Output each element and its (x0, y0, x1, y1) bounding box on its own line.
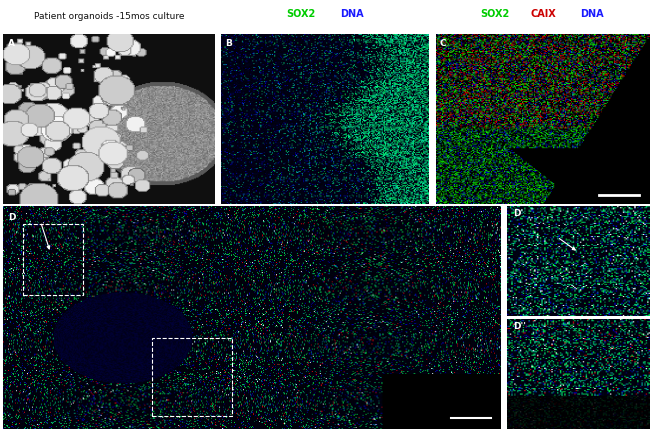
Text: D: D (8, 213, 16, 222)
Text: B: B (225, 39, 232, 48)
Text: A: A (8, 39, 14, 48)
Text: Patient organoids -15mos culture: Patient organoids -15mos culture (34, 12, 184, 21)
Bar (152, 338, 232, 416)
Text: C: C (440, 39, 447, 48)
Text: /: / (509, 9, 519, 19)
Text: DNA: DNA (580, 9, 604, 19)
Bar (23, 224, 83, 295)
Text: /: / (317, 9, 328, 19)
Text: SOX2: SOX2 (480, 9, 510, 19)
Text: D': D' (513, 209, 523, 218)
Text: DNA: DNA (341, 9, 364, 19)
Text: SOX2: SOX2 (286, 9, 315, 19)
Text: CAIX: CAIX (530, 9, 556, 19)
Text: D'': D'' (513, 322, 526, 331)
Text: /: / (559, 9, 569, 19)
